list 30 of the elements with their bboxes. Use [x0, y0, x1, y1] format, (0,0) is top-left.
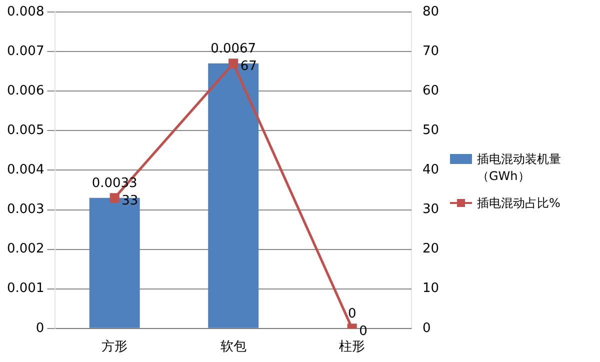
data-label: 0	[359, 324, 368, 339]
x-tick-label: 柱形	[339, 340, 366, 355]
data-label: 33	[122, 193, 138, 208]
point	[228, 58, 238, 68]
point	[110, 193, 120, 203]
y-tick-label: 0.001	[7, 281, 44, 296]
data-label: 0	[348, 306, 356, 322]
y-tick-label: 0.003	[7, 202, 44, 218]
y2-tick-label: 40	[422, 162, 440, 178]
y2-tick-label: 70	[422, 44, 440, 59]
legend-label: 插电混动装机量（GWh）	[477, 150, 562, 184]
data-label: 0.0067	[210, 41, 256, 56]
x-tick-label: 方形	[102, 338, 128, 355]
y2-tick-label: 50	[422, 123, 440, 138]
y-tick-label: 0	[36, 320, 44, 336]
y2-tick-label: 30	[422, 202, 440, 218]
y-tick-label: 0.007	[7, 44, 44, 59]
legend-label: 插电混动占比%	[477, 194, 560, 212]
y2-tick-label: 0	[422, 320, 431, 336]
y2-tick-label: 20	[422, 242, 440, 257]
y2-tick-label: 60	[422, 83, 440, 98]
y-tick-label: 0.008	[7, 4, 44, 20]
x-tick-label: 软包	[220, 340, 246, 355]
y-tick-label: 0.005	[7, 123, 44, 138]
y2-tick-label: 10	[422, 281, 440, 296]
y2-tick-label: 80	[422, 4, 440, 20]
y-tick-label: 0.004	[7, 162, 44, 178]
y-tick-label: 0.002	[7, 242, 44, 257]
y-tick-label: 0.006	[7, 83, 44, 98]
data-label: 67	[240, 58, 257, 74]
